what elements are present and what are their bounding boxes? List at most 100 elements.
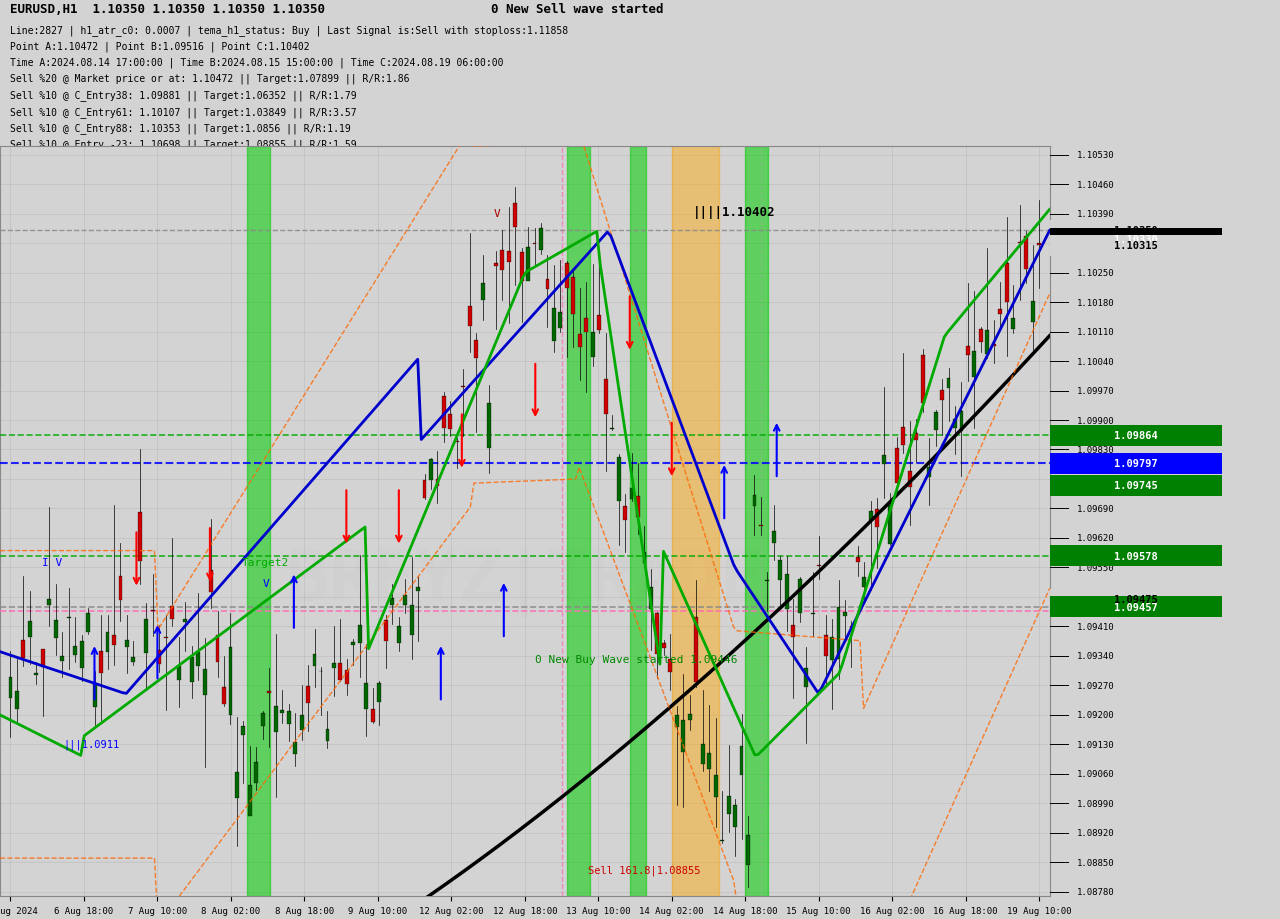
Text: V: V — [493, 209, 500, 219]
Bar — [157, 651, 161, 664]
Bar — [435, 480, 439, 486]
Bar — [552, 309, 556, 341]
Bar — [933, 413, 937, 431]
Bar — [54, 620, 58, 639]
Bar — [365, 684, 369, 709]
Bar — [1024, 237, 1028, 269]
Bar — [448, 414, 452, 429]
Bar — [630, 147, 645, 896]
Bar — [145, 619, 148, 653]
Bar — [494, 264, 498, 267]
Bar — [901, 428, 905, 446]
Bar — [611, 428, 614, 430]
Text: 1.10110: 1.10110 — [1078, 328, 1115, 336]
Bar — [429, 460, 433, 480]
Bar — [125, 641, 129, 647]
Text: EURUSD,H1  1.10350 1.10350 1.10350 1.10350: EURUSD,H1 1.10350 1.10350 1.10350 1.1035… — [10, 4, 325, 17]
Bar — [274, 706, 278, 732]
Text: 1.09457: 1.09457 — [1114, 602, 1158, 612]
Bar — [390, 598, 394, 605]
Text: Line:2827 | h1_atr_c0: 0.0007 | tema_h1_status: Buy | Last Signal is:Sell with s: Line:2827 | h1_atr_c0: 0.0007 | tema_h1_… — [10, 25, 568, 36]
Bar — [908, 471, 911, 487]
Bar — [672, 147, 719, 896]
Bar — [675, 715, 678, 727]
FancyBboxPatch shape — [1050, 425, 1222, 447]
Text: Sell %10 @ C_Entry88: 1.10353 || Target:1.0856 || R/R:1.19: Sell %10 @ C_Entry88: 1.10353 || Target:… — [10, 123, 351, 134]
Bar — [247, 147, 270, 896]
Bar — [196, 652, 200, 666]
Bar — [105, 632, 110, 652]
Bar — [416, 587, 420, 592]
Text: V: V — [262, 579, 269, 589]
Bar — [371, 709, 375, 722]
Bar — [384, 620, 388, 641]
FancyBboxPatch shape — [1050, 453, 1222, 474]
Bar — [804, 668, 808, 687]
Bar — [306, 686, 310, 703]
Bar — [9, 677, 13, 698]
Text: Target2: Target2 — [242, 558, 289, 568]
Bar — [960, 412, 964, 431]
Bar — [714, 775, 718, 798]
Text: Target100: 1.09446 || Target 161: 1.08855 || Target 261: 1.07899 || Target 423: : Target100: 1.09446 || Target 161: 1.0885… — [10, 188, 657, 199]
Bar — [564, 264, 568, 289]
Bar — [73, 646, 77, 655]
Bar — [280, 710, 284, 713]
Text: 0 New Sell wave started: 0 New Sell wave started — [492, 4, 663, 17]
Text: Sell %10 @ Entry -23: 1.10698 || Target:1.08855 || R/R:1.59: Sell %10 @ Entry -23: 1.10698 || Target:… — [10, 140, 357, 150]
Text: 1.08780: 1.08780 — [1078, 888, 1115, 896]
Bar — [164, 637, 168, 638]
Bar — [47, 599, 51, 605]
Bar — [914, 434, 918, 441]
Text: 1.09578: 1.09578 — [1114, 551, 1158, 561]
Bar — [300, 715, 303, 730]
Bar — [287, 711, 291, 724]
Bar — [79, 641, 83, 668]
Bar — [823, 635, 828, 656]
Bar — [410, 605, 413, 636]
Bar — [261, 713, 265, 726]
Bar — [831, 637, 835, 661]
Bar — [785, 574, 788, 609]
Bar — [352, 642, 356, 645]
Bar — [920, 356, 924, 403]
Bar — [876, 510, 879, 528]
Text: 1.10350: 1.10350 — [1114, 226, 1158, 236]
Bar — [325, 729, 329, 742]
Bar — [740, 746, 744, 775]
Bar — [113, 635, 116, 646]
Bar — [442, 397, 445, 429]
Bar — [507, 252, 511, 262]
Bar — [209, 571, 212, 593]
Bar — [86, 614, 90, 632]
Bar — [966, 346, 970, 356]
Bar — [567, 147, 590, 896]
Bar — [312, 654, 316, 666]
Bar — [668, 660, 672, 673]
Bar — [643, 552, 646, 563]
Text: 1.09690: 1.09690 — [1078, 505, 1115, 514]
Bar — [630, 489, 634, 500]
FancyBboxPatch shape — [1050, 596, 1222, 618]
Text: Sell %20 @ Entry -88: 1.11319 || Target:1.09151 || R/R:4.02: Sell %20 @ Entry -88: 1.11319 || Target:… — [10, 172, 357, 183]
Bar — [28, 621, 32, 637]
Bar — [753, 496, 756, 506]
Text: 1.08920: 1.08920 — [1078, 828, 1115, 837]
Bar — [577, 335, 581, 348]
Text: Point A:1.10472 | Point B:1.09516 | Point C:1.10402: Point A:1.10472 | Point B:1.09516 | Poin… — [10, 41, 310, 51]
Bar — [598, 316, 602, 331]
Bar — [636, 497, 640, 517]
Bar — [520, 253, 524, 281]
Bar — [138, 513, 142, 562]
Bar — [526, 248, 530, 282]
Bar — [759, 526, 763, 527]
Bar — [183, 619, 187, 622]
Bar — [1005, 264, 1009, 303]
Bar — [765, 580, 769, 581]
Text: 1.09475: 1.09475 — [1114, 595, 1158, 605]
Bar — [940, 391, 945, 401]
Text: Sell %20 @ Entry -50: 1.1095 || Target:1.09446 || R/R:1.66: Sell %20 @ Entry -50: 1.1095 || Target:1… — [10, 155, 351, 166]
Bar — [242, 726, 246, 735]
Text: 1.09410: 1.09410 — [1078, 622, 1115, 631]
Text: 1.09760: 1.09760 — [1078, 475, 1115, 484]
